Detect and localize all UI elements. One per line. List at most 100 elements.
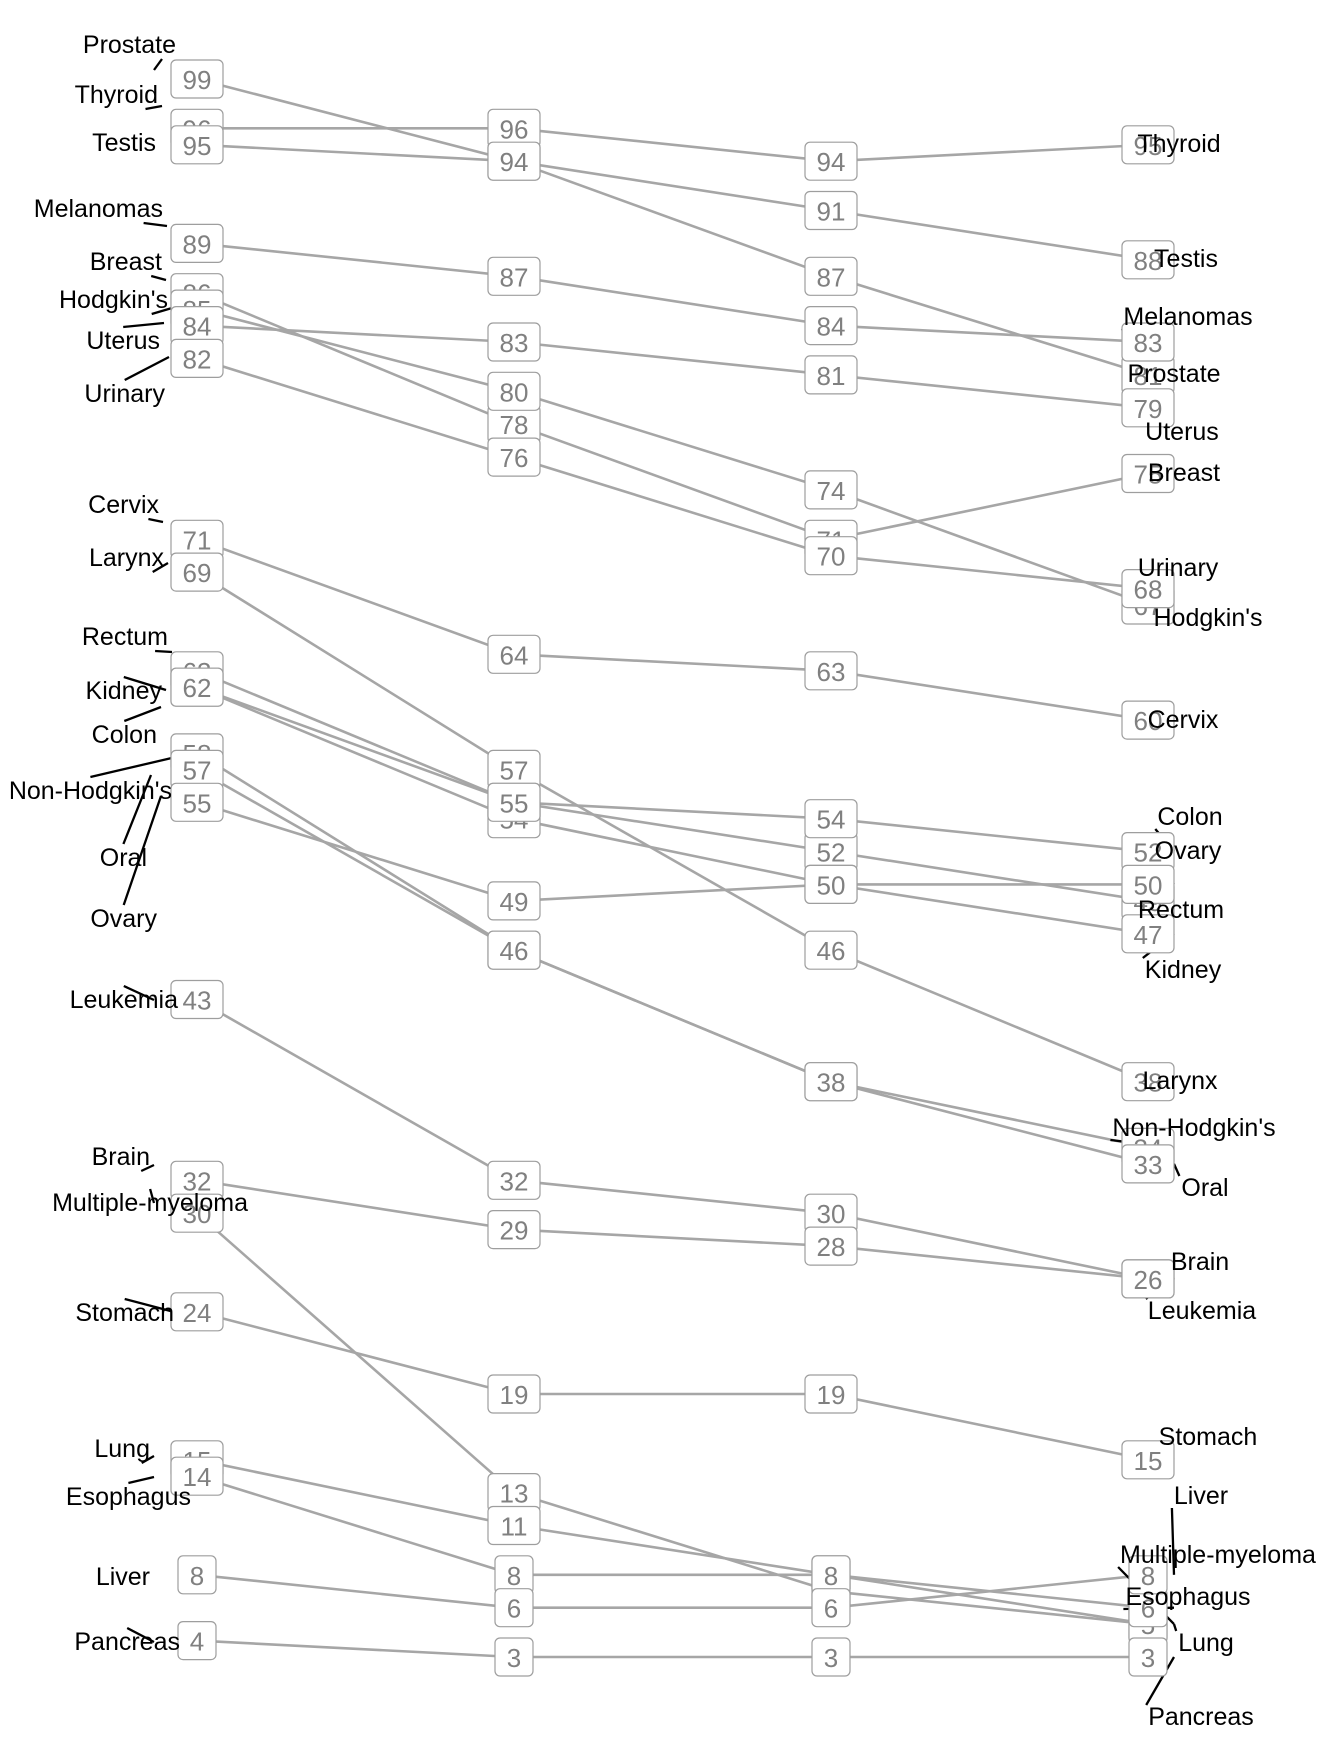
series-line-brain [196, 1179, 1149, 1281]
value-box-testis-3: 91 [804, 190, 858, 231]
series-line-uterus [196, 324, 1149, 410]
series-line-lung [196, 1458, 1149, 1626]
right-label-ovary: Ovary [1155, 837, 1222, 865]
right-label-prostate: Prostate [1127, 360, 1220, 388]
right-label-larynx: Larynx [1142, 1067, 1218, 1095]
value-label: 4 [190, 1627, 204, 1657]
right-label-pancreas: Pancreas [1148, 1703, 1254, 1731]
value-label: 74 [817, 476, 846, 506]
value-label: 6 [507, 1594, 521, 1624]
value-box-melanomas-3: 84 [804, 306, 858, 346]
value-box-cervix-4: 60 [1121, 700, 1175, 740]
left-label-prostate: Prostate [83, 31, 176, 59]
leader-left-urinary [124, 355, 170, 382]
value-label: 6 [1141, 1594, 1155, 1624]
right-label-oral: Oral [1181, 1174, 1228, 1202]
left-label-ovary: Ovary [90, 905, 157, 933]
value-label: 13 [500, 1479, 529, 1509]
series-line-breast [196, 291, 1149, 541]
value-label: 52 [1134, 838, 1163, 868]
value-label: 95 [1134, 131, 1163, 161]
series-line-kidney [196, 685, 1149, 936]
value-box-stomach-4: 15 [1121, 1440, 1175, 1480]
series-line-hodgkin-s [196, 307, 1149, 607]
series-line-non-hodgkin-s [196, 751, 1149, 1149]
label-leaders [90, 58, 1181, 1706]
value-label: 46 [817, 936, 846, 966]
value-box-multiple-myeloma-1: 30 [170, 1193, 224, 1233]
value-box-breast-2: 78 [487, 404, 541, 444]
value-box-brain-3: 28 [804, 1226, 858, 1266]
value-label: 38 [1134, 1068, 1163, 1098]
value-box-prostate-3: 87 [804, 256, 858, 296]
value-label: 26 [1134, 1265, 1163, 1295]
right-label-multiple-myeloma: Multiple-myeloma [1120, 1541, 1316, 1569]
value-box-brain-1: 32 [170, 1160, 224, 1200]
value-label: 69 [183, 558, 212, 588]
left-label-uterus: Uterus [86, 327, 160, 355]
series-line-colon [196, 685, 1149, 853]
value-label: 94 [817, 147, 846, 177]
value-box-leukemia-1: 43 [170, 979, 224, 1020]
value-box-uterus-1: 84 [170, 306, 224, 346]
value-box-hodgkin-s-2: 80 [487, 371, 541, 411]
left-label-esophagus: Esophagus [66, 1483, 191, 1511]
value-box-cervix-3: 63 [804, 651, 858, 691]
series-line-cervix [196, 538, 1149, 722]
value-label: 63 [817, 657, 846, 687]
left-label-brain: Brain [92, 1143, 150, 1171]
left-label-non-hodgkin-s: Non-Hodgkin's [9, 777, 172, 805]
series-line-multiple-myeloma [196, 1212, 1149, 1626]
value-box-larynx-1: 69 [170, 552, 224, 592]
value-box-liver-1: 8 [177, 1555, 217, 1595]
value-box-testis-2: 94 [487, 141, 541, 181]
value-label: 83 [500, 328, 529, 358]
right-label-hodgkin-s: Hodgkin's [1154, 604, 1263, 632]
left-label-rectum: Rectum [82, 623, 168, 651]
leader-left-rectum [155, 649, 173, 654]
series-line-melanomas [196, 242, 1149, 344]
leader-left-leukemia [123, 984, 155, 1002]
value-box-thyroid-3: 94 [804, 141, 858, 181]
right-label-kidney: Kidney [1145, 956, 1222, 984]
value-box-melanomas-2: 87 [487, 256, 541, 296]
leader-left-prostate [153, 58, 163, 71]
leader-left-hodgkin-s [151, 306, 173, 316]
value-box-pancreas-1: 4 [177, 1620, 217, 1661]
value-label: 91 [817, 197, 846, 227]
value-label: 57 [500, 755, 529, 785]
value-box-liver-3: 6 [811, 1588, 851, 1628]
series-line-ovary [196, 801, 1148, 903]
right-label-thyroid: Thyroid [1137, 130, 1220, 158]
leader-left-oral [122, 774, 153, 845]
value-box-colon-2: 55 [487, 782, 541, 822]
series-line-testis [196, 143, 1149, 262]
leader-left-esophagus [128, 1475, 155, 1485]
value-label: 54 [817, 805, 846, 835]
value-label: 46 [500, 936, 529, 966]
series-line-liver [196, 1573, 1149, 1609]
value-label: 87 [817, 262, 846, 292]
value-label: 24 [183, 1298, 212, 1328]
value-label: 84 [183, 312, 212, 342]
series-line-pancreas [196, 1639, 1148, 1659]
value-box-melanomas-4: 83 [1121, 322, 1175, 362]
value-box-liver-4: 8 [1128, 1555, 1168, 1595]
value-label: 64 [500, 640, 529, 670]
value-box-colon-3: 54 [804, 799, 858, 839]
value-label: 43 [183, 986, 212, 1016]
series-line-leukemia [196, 998, 1149, 1281]
right-label-colon: Colon [1157, 803, 1222, 831]
value-label: 33 [1134, 1150, 1163, 1180]
value-box-larynx-3: 46 [804, 930, 858, 970]
leader-left-lung [141, 1455, 155, 1464]
value-label: 87 [500, 262, 529, 292]
value-box-urinary-4: 68 [1121, 568, 1175, 609]
left-label-kidney: Kidney [86, 677, 163, 705]
category-labels: Prostate Prostate Thyroid Thyroid Testis Test… [9, 31, 1316, 1731]
value-box-prostate-1: 99 [170, 59, 224, 99]
series-line-stomach [196, 1310, 1149, 1462]
leader-right-lung [1172, 1623, 1178, 1632]
value-label: 57 [183, 755, 212, 785]
value-box-colon-1: 62 [170, 667, 224, 707]
